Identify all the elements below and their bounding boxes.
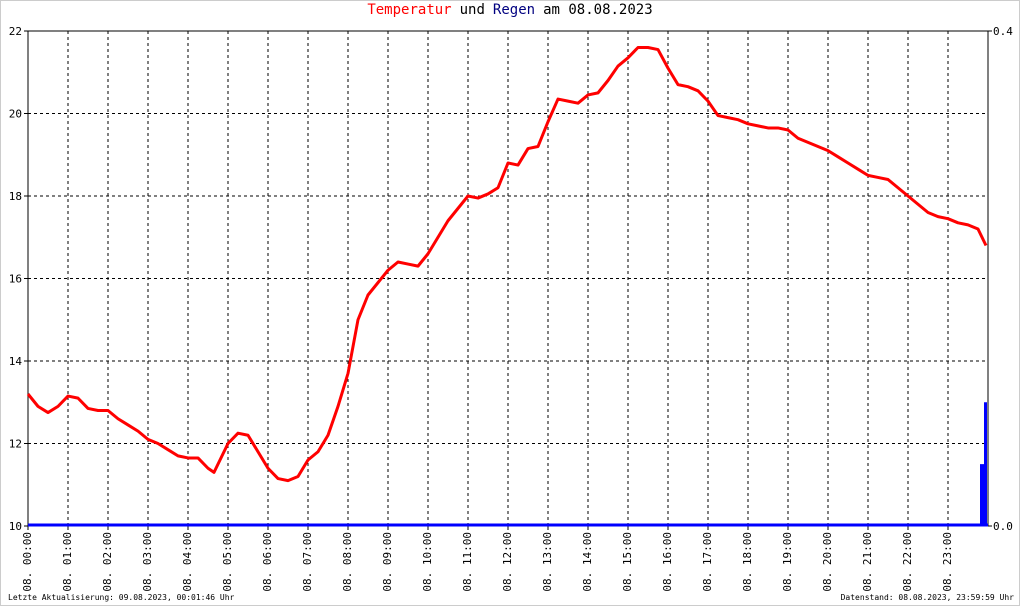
x-tick-label: 08. 17:00 [701,532,714,592]
x-tick-label: 08. 16:00 [661,532,674,592]
title-part: Regen [493,2,535,18]
title-part: Temperatur [367,2,451,18]
x-tick-label: 08. 00:00 [21,532,34,592]
rain-bar [984,402,987,526]
x-tick-label: 08. 04:00 [181,532,194,592]
y-tick-label: 22 [9,25,22,38]
y-tick-label: 12 [9,438,22,451]
x-tick-label: 08. 11:00 [461,532,474,592]
x-tick-label: 08. 12:00 [501,532,514,592]
x-tick-label: 08. 15:00 [621,532,634,592]
y2-tick-label: 0.0 [993,520,1013,533]
rain-bar [980,464,984,526]
y-tick-label: 14 [9,355,23,368]
chart-title: Temperatur und Regen am 08.08.2023 [367,2,652,18]
x-tick-label: 08. 23:00 [941,532,954,592]
y-tick-label: 20 [9,108,22,121]
x-tick-label: 08. 02:00 [101,532,114,592]
x-tick-label: 08. 21:00 [861,532,874,592]
x-tick-label: 08. 22:00 [901,532,914,592]
x-tick-label: 08. 07:00 [301,532,314,592]
title-part: und [460,2,485,18]
x-tick-label: 08. 03:00 [141,532,154,592]
data-note: Datenstand: 08.08.2023, 23:59:59 Uhr [841,593,1015,602]
x-tick-label: 08. 05:00 [221,532,234,592]
x-tick-label: 08. 08:00 [341,532,354,592]
x-tick-label: 08. 01:00 [61,532,74,592]
title-part: am 08.08.2023 [543,2,653,18]
x-tick-label: 08. 06:00 [261,532,274,592]
x-tick-label: 08. 09:00 [381,532,394,592]
update-note: Letzte Aktualisierung: 09.08.2023, 00:01… [8,593,235,602]
y-tick-label: 10 [9,520,22,533]
x-tick-label: 08. 10:00 [421,532,434,592]
y2-tick-label: 0.4 [993,25,1013,38]
temperature-line [26,46,988,483]
x-tick-label: 08. 14:00 [581,532,594,592]
x-tick-label: 08. 20:00 [821,532,834,592]
x-tick-label: 08. 13:00 [541,532,554,592]
x-tick-label: 08. 18:00 [741,532,754,592]
y-tick-label: 16 [9,273,22,286]
y-tick-label: 18 [9,190,22,203]
x-tick-label: 08. 19:00 [781,532,794,592]
